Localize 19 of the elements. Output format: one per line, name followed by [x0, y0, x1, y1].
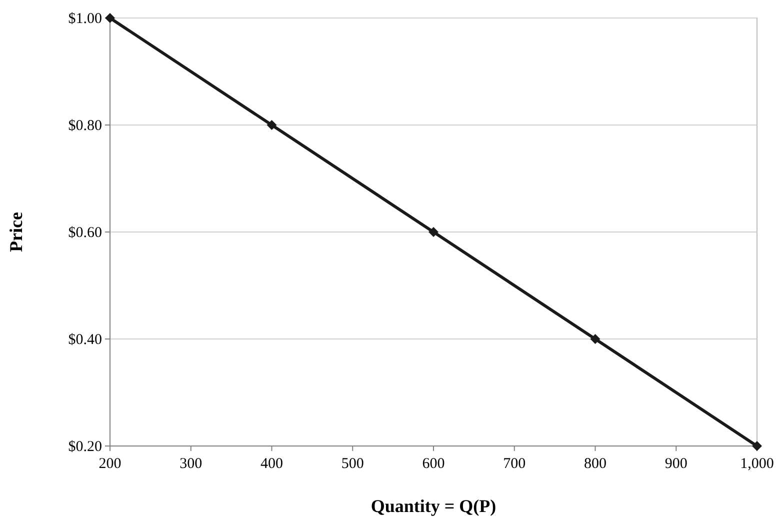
- x-tick-label: 500: [341, 456, 364, 472]
- point: [266, 120, 277, 130]
- x-tick-label: 800: [584, 456, 606, 472]
- y-tick-label: $0.20: [68, 439, 102, 455]
- y-tick-label: $1.00: [68, 11, 102, 27]
- y-axis-title: Price: [6, 212, 26, 252]
- x-tick-label: 300: [180, 456, 202, 472]
- point: [428, 227, 438, 237]
- x-tick-label: 400: [260, 456, 283, 472]
- y-tick-label: $0.60: [68, 225, 102, 241]
- x-axis-title: Quantity = Q(P): [370, 496, 496, 516]
- y-tick-label: $0.80: [68, 118, 102, 134]
- x-tick-label: 700: [503, 456, 526, 472]
- x-tick-label: 1,000: [740, 456, 774, 472]
- x-tick-label: 900: [664, 456, 688, 472]
- y-tick-label: $0.40: [68, 332, 102, 348]
- x-tick-label: 600: [422, 456, 445, 472]
- x-tick-label: 200: [98, 456, 122, 472]
- point: [590, 334, 600, 344]
